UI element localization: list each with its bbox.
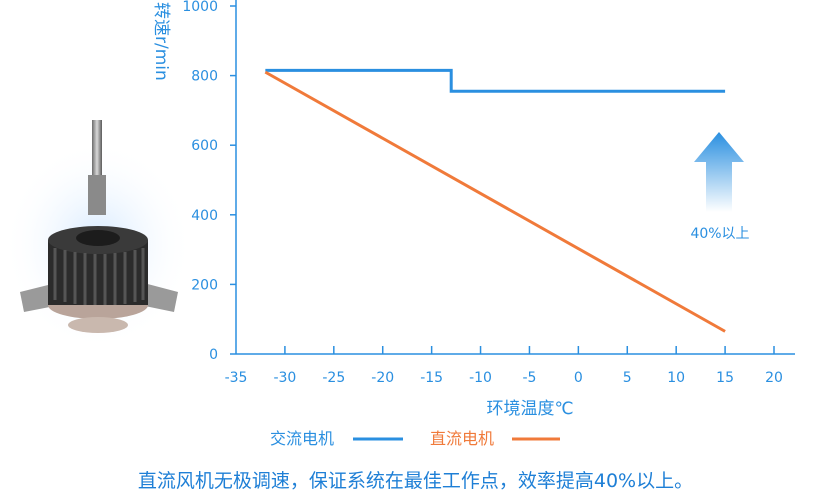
y-tick-label: 400 [191,208,218,224]
x-tick-label: 20 [765,370,783,386]
y-tick-label: 200 [191,277,218,293]
annotation-text: 40%以上 [690,226,749,242]
y-tick-label: 800 [191,69,218,85]
increase-arrow-icon [694,132,744,212]
x-axis-label: 环境温度℃ [486,399,573,419]
x-tick-label: 0 [574,370,583,386]
series-line-ac-motor [265,68,726,93]
legend: 交流电机 直流电机 [270,429,560,448]
x-tick-label: 5 [623,370,632,386]
dc-fan-motor-icon [3,120,193,350]
x-tick-label: 15 [716,370,734,386]
y-tick-label: 1000 [182,0,218,15]
y-tick-label: 600 [191,138,218,154]
y-axis-label: 转速r/min [151,2,171,81]
legend-label-ac: 交流电机 [270,429,334,448]
caption: 直流风机无极调速，保证系统在最佳工作点，效率提高40%以上。 [137,470,694,492]
x-tick-label: -5 [522,370,536,386]
y-tick-label: 0 [209,347,218,363]
x-tick-label: -10 [469,370,492,386]
legend-label-dc: 直流电机 [430,429,494,448]
x-tick-label: -15 [420,370,443,386]
series-line-dc-motor [264,70,726,333]
x-tick-label: -20 [371,370,394,386]
x-tick-label: -30 [273,370,296,386]
x-tick-label: -25 [322,370,345,386]
x-tick-label: -35 [225,370,248,386]
x-tick-label: 10 [667,370,685,386]
